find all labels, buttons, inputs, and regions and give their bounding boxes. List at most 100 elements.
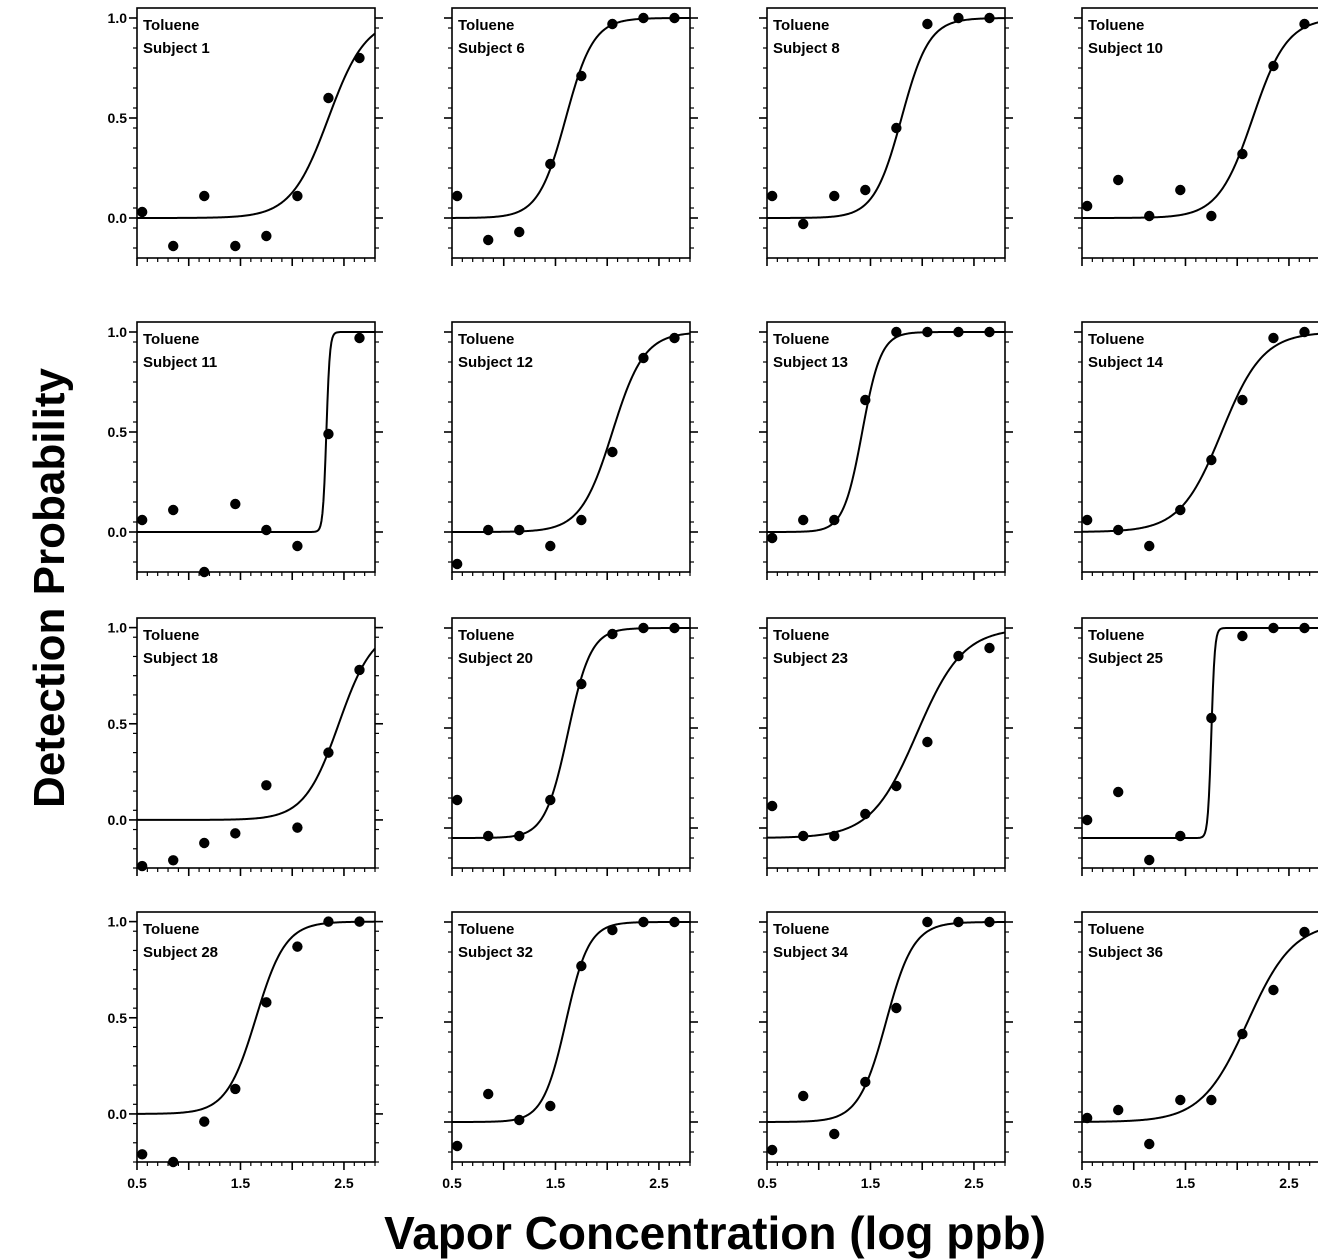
data-point (199, 566, 210, 578)
panel-title: Toluene (1088, 627, 1144, 644)
data-point (1299, 926, 1310, 938)
data-point (669, 12, 680, 24)
panel-subject-label: Subject 11 (143, 354, 217, 371)
data-point (1144, 1138, 1155, 1150)
data-point (230, 828, 241, 839)
plot-frame (766, 7, 1006, 259)
data-point (1175, 184, 1186, 196)
data-point (354, 916, 365, 927)
data-point (1268, 60, 1279, 72)
data-point (1299, 622, 1310, 634)
plot-frame (1081, 321, 1318, 573)
data-point (451, 558, 463, 570)
data-point (1113, 174, 1124, 186)
y-tick-label: 1.0 (108, 324, 128, 340)
data-point (1206, 1094, 1217, 1106)
panel-title: Toluene (773, 331, 829, 348)
data-point (1175, 1094, 1186, 1106)
data-point (323, 747, 334, 758)
data-point (576, 678, 587, 690)
data-point (607, 446, 618, 458)
panel-10: Toluene Subject 20 (444, 617, 698, 876)
panel-subject-label: Subject 34 (773, 944, 849, 961)
data-point (292, 822, 303, 833)
panel-title: Toluene (1088, 921, 1144, 938)
panel-4: Toluene Subject 10 (1074, 7, 1318, 266)
data-point (766, 1144, 778, 1156)
data-point (860, 1076, 871, 1088)
data-point (638, 916, 649, 928)
x-tick-label: 2.5 (334, 1175, 354, 1191)
plot-frame (1081, 911, 1318, 1163)
data-point (922, 326, 933, 338)
fit-curve (767, 17, 1006, 219)
data-point (136, 206, 148, 218)
panel-title: Toluene (143, 331, 199, 348)
data-point (829, 1128, 840, 1140)
panel-title: Toluene (1088, 331, 1144, 348)
data-point (669, 916, 680, 928)
data-point (1081, 200, 1093, 212)
x-tick-label: 1.5 (1176, 1175, 1196, 1191)
data-point (261, 997, 272, 1008)
y-tick-label: 1.0 (108, 914, 128, 930)
panel-title: Toluene (143, 627, 199, 644)
data-point (1237, 394, 1248, 406)
data-point (514, 1114, 525, 1126)
plot-frame (451, 7, 691, 259)
fit-curve (137, 32, 376, 219)
data-point (891, 1002, 902, 1014)
data-point (1144, 210, 1155, 222)
data-point (451, 190, 463, 202)
panel-title: Toluene (458, 627, 514, 644)
panel-12: Toluene Subject 25 (1074, 617, 1318, 876)
y-tick-label: 0.0 (108, 524, 128, 540)
x-tick-label: 1.5 (546, 1175, 566, 1191)
x-tick-label: 1.5 (861, 1175, 881, 1191)
data-point (323, 92, 334, 104)
plot-frame (451, 617, 691, 869)
data-point (860, 184, 871, 196)
data-point (576, 514, 587, 526)
y-tick-label: 0.5 (108, 1010, 128, 1026)
data-point (607, 18, 618, 30)
panel-subject-label: Subject 28 (143, 944, 218, 961)
data-point (766, 190, 778, 202)
fit-curve (451, 17, 691, 219)
data-point (1237, 630, 1248, 642)
panel-subject-label: Subject 32 (458, 944, 533, 961)
data-point (1081, 1112, 1093, 1124)
x-tick-label: 2.5 (649, 1175, 669, 1191)
panel-subject-label: Subject 36 (1088, 944, 1163, 961)
data-point (323, 916, 334, 927)
plot-frame (136, 7, 376, 259)
data-point (168, 240, 179, 252)
data-point (638, 12, 649, 24)
data-point (261, 230, 272, 242)
data-point (230, 1083, 241, 1095)
panel-subject-label: Subject 20 (458, 650, 533, 667)
data-point (638, 622, 649, 634)
data-point (1113, 524, 1124, 536)
data-point (798, 1090, 809, 1102)
data-point (483, 1088, 494, 1100)
data-point (1237, 148, 1248, 160)
panel-title: Toluene (773, 17, 829, 34)
plot-frame (136, 617, 376, 869)
y-tick-label: 0.5 (108, 110, 128, 126)
data-point (798, 218, 809, 230)
data-point (1268, 984, 1279, 996)
data-point (1144, 854, 1155, 866)
data-point (860, 808, 871, 820)
panel-title: Toluene (773, 627, 829, 644)
data-point (669, 622, 680, 634)
data-point (953, 650, 964, 662)
panel-1: 0.0 0.5 1.0 Toluene Subject 1 (108, 7, 383, 266)
data-point (514, 830, 525, 842)
panel-subject-label: Subject 10 (1088, 40, 1163, 57)
panel-2: Toluene Subject 6 (444, 7, 698, 266)
y-tick-label: 1.0 (108, 620, 128, 636)
data-point (354, 664, 365, 676)
x-tick-label: 1.5 (231, 1175, 251, 1191)
